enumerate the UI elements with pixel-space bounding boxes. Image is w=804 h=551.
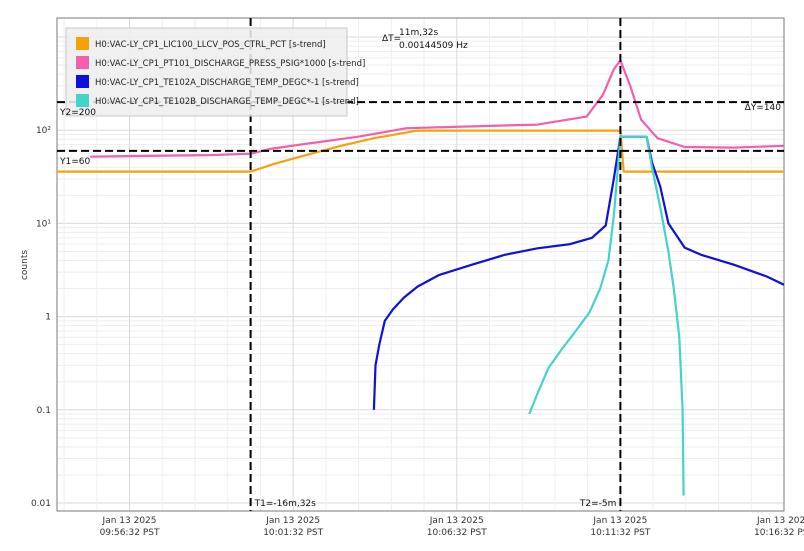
x-tick-label: Jan 13 2025 10:16:32 PST — [754, 516, 804, 538]
x-tick-time: 10:16:32 PST — [754, 528, 804, 538]
x-tick-date: Jan 13 2025 — [265, 516, 320, 526]
legend-swatch — [76, 37, 89, 50]
legend-item-3[interactable]: H0:VAC-LY_CP1_TE102A_DISCHARGE_TEMP_DEGC… — [76, 75, 359, 88]
delta-t-symbol: ΔT= — [382, 34, 401, 44]
cursor-t1-label: T1=-16m,32s — [254, 499, 317, 509]
legend-label: H0:VAC-LY_CP1_PT101_DISCHARGE_PRESS_PSIG… — [95, 59, 365, 69]
x-tick-date: Jan 13 2025 — [429, 516, 484, 526]
cursor-labels: Y2=200 Y1=60 T1=-16m,32s T2=-5m ΔT=11m,32s 0.… — [59, 28, 781, 509]
legend-item-2[interactable]: H0:VAC-LY_CP1_PT101_DISCHARGE_PRESS_PSIG… — [76, 56, 365, 69]
y-tick-label: 0.1 — [37, 406, 51, 416]
plot-frame — [56, 17, 785, 512]
legend-swatch — [76, 94, 89, 107]
x-tick-date: Jan 13 2025 — [102, 516, 157, 526]
x-tick-time: 10:06:32 PST — [427, 528, 487, 538]
legend-label: H0:VAC-LY_CP1_LIC100_LLCV_POS_CTRL_PCT [… — [95, 40, 326, 50]
delta-y-label: ΔY=140 — [745, 103, 782, 113]
x-tick-label: Jan 13 2025 10:11:32 PST — [590, 516, 650, 538]
legend-item-4[interactable]: H0:VAC-LY_CP1_TE102B_DISCHARGE_TEMP_DEGC… — [76, 94, 359, 107]
cursor-t2-label: T2=-5m — [579, 499, 617, 509]
x-tick-label: Jan 13 2025 10:01:32 PST — [263, 516, 323, 538]
legend-box — [65, 27, 348, 117]
series-line-2 — [90, 59, 784, 158]
legend-swatch — [76, 56, 89, 69]
x-axis-ticks: Jan 13 2025 09:56:32 PST Jan 13 2025 10:01:… — [100, 516, 804, 538]
y-tick-label: 1 — [45, 313, 51, 323]
delta-t-value: 11m,32s — [399, 28, 439, 38]
x-tick-time: 10:01:32 PST — [263, 528, 323, 538]
legend-item-1[interactable]: H0:VAC-LY_CP1_LIC100_LLCV_POS_CTRL_PCT [… — [76, 37, 326, 50]
x-tick-date: Jan 13 2025 — [592, 516, 647, 526]
y-tick-label: 10² — [36, 126, 51, 136]
cursor-y1-label: Y1=60 — [59, 157, 90, 167]
y-axis-label: counts — [20, 250, 30, 280]
y-axis-ticks: 0.01 0.1 1 10¹ 10² — [31, 126, 51, 509]
legend[interactable]: H0:VAC-LY_CP1_LIC100_LLCV_POS_CTRL_PCT [… — [65, 27, 365, 117]
legend-label: H0:VAC-LY_CP1_TE102B_DISCHARGE_TEMP_DEGC… — [95, 97, 359, 107]
series-layer — [57, 59, 784, 496]
x-tick-label: Jan 13 2025 10:06:32 PST — [427, 516, 487, 538]
x-tick-date: Jan 13 2025 — [756, 516, 804, 526]
x-tick-label: Jan 13 2025 09:56:32 PST — [100, 516, 160, 538]
y-tick-label: 0.01 — [31, 499, 51, 509]
legend-swatch — [76, 75, 89, 88]
series-line-3 — [372, 135, 784, 410]
legend-label: H0:VAC-LY_CP1_TE102A_DISCHARGE_TEMP_DEGC… — [95, 78, 359, 88]
cursor-y2-label: Y2=200 — [59, 108, 96, 118]
x-tick-time: 10:11:32 PST — [590, 528, 650, 538]
y-tick-label: 10¹ — [36, 219, 51, 229]
series-line-4 — [528, 135, 685, 496]
x-tick-time: 09:56:32 PST — [100, 528, 160, 538]
delta-frequency-value: 0.00144509 Hz — [399, 41, 468, 51]
